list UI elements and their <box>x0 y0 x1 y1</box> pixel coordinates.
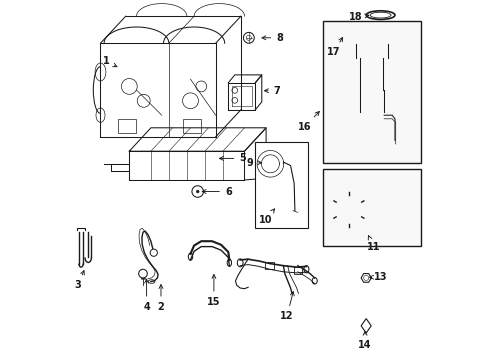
Text: 15: 15 <box>207 275 220 307</box>
Bar <box>373 198 381 203</box>
Bar <box>265 262 274 269</box>
Text: 4: 4 <box>143 279 150 312</box>
Text: 3: 3 <box>75 271 84 290</box>
Text: 13: 13 <box>369 272 386 282</box>
Text: 1: 1 <box>102 56 117 67</box>
Text: 5: 5 <box>219 153 245 163</box>
Text: 10: 10 <box>258 209 274 225</box>
Bar <box>376 209 383 213</box>
Bar <box>183 119 201 133</box>
Bar <box>254 142 307 228</box>
Bar <box>322 169 420 246</box>
Circle shape <box>196 190 199 193</box>
Bar <box>322 21 420 163</box>
Text: 8: 8 <box>262 33 283 43</box>
Text: 18: 18 <box>348 12 368 22</box>
Text: 9: 9 <box>246 158 261 168</box>
Text: 14: 14 <box>358 332 371 350</box>
Bar <box>118 119 136 133</box>
Text: 12: 12 <box>280 292 294 321</box>
Text: 16: 16 <box>298 112 319 132</box>
Text: 7: 7 <box>264 86 280 96</box>
Text: 11: 11 <box>366 236 379 252</box>
Text: 2: 2 <box>157 285 164 312</box>
Text: 6: 6 <box>202 186 231 197</box>
Bar <box>362 112 381 126</box>
Text: 17: 17 <box>326 37 342 57</box>
Bar <box>294 267 302 274</box>
